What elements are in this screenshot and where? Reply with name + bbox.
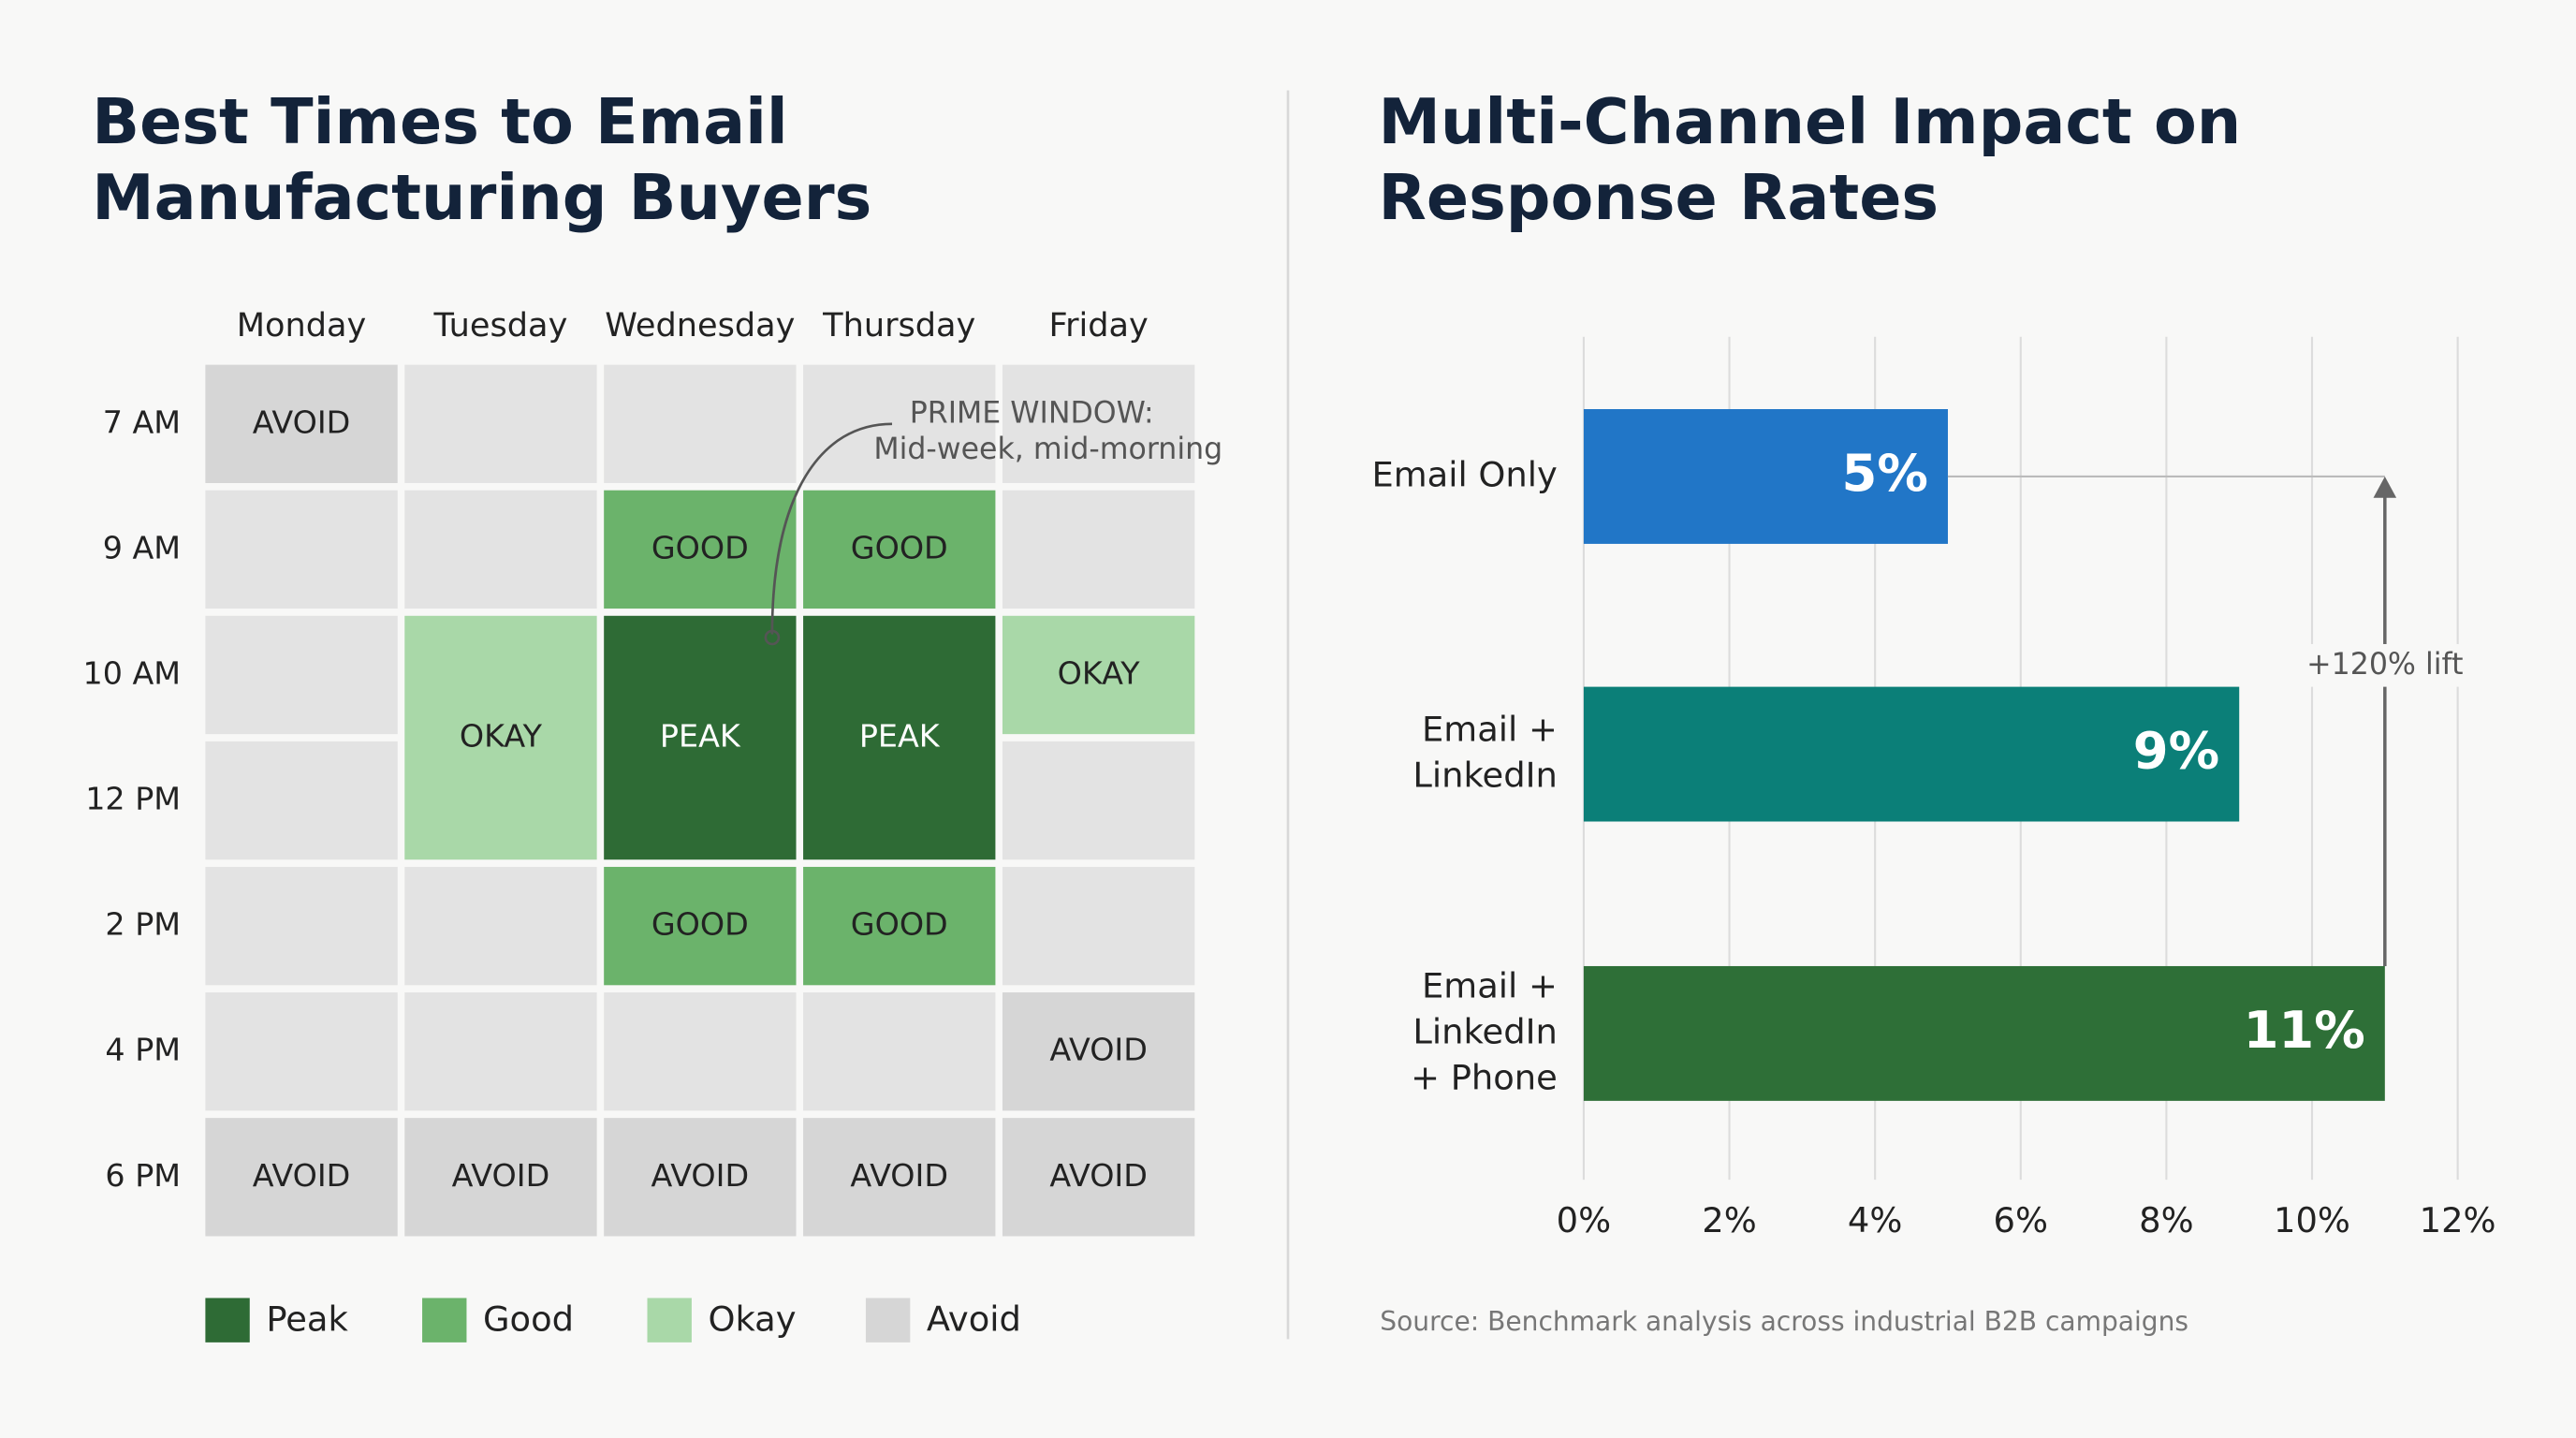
empty-cell	[803, 364, 996, 483]
cell-label: GOOD	[851, 906, 948, 943]
bar	[1583, 965, 2385, 1101]
empty-cell	[1002, 364, 1195, 483]
source: Source: Benchmark analysis across indust…	[1380, 1306, 2188, 1337]
heat-cell	[803, 490, 996, 609]
empty-cell	[1002, 866, 1195, 986]
heat-cell	[1002, 992, 1195, 1111]
x-tick-label: 2%	[1702, 1200, 1756, 1240]
cell-label: AVOID	[1049, 1032, 1148, 1068]
heat-cell	[205, 364, 398, 483]
heat-cell	[803, 1118, 996, 1237]
cell-label: AVOID	[651, 1157, 750, 1194]
value-label: 11%	[2244, 1001, 2365, 1060]
chart-title: Manufacturing Buyers	[92, 161, 871, 234]
cell-label: GOOD	[851, 529, 948, 565]
heat-cell	[803, 615, 996, 860]
row-label: 10 AM	[82, 654, 181, 691]
legend-label: Okay	[708, 1299, 796, 1340]
row-label: 2 PM	[105, 906, 181, 943]
annotation: Mid-week, mid-morning	[873, 433, 1222, 466]
cell-label: AVOID	[850, 1157, 948, 1194]
row-label: 7 AM	[103, 404, 181, 440]
column-label: Wednesday	[605, 306, 795, 345]
chart-title: Multi-Channel Impact on	[1379, 85, 2242, 158]
x-tick-label: 6%	[1994, 1200, 2048, 1240]
cell-label: AVOID	[253, 1157, 351, 1194]
annotation: PRIME WINDOW:	[910, 396, 1154, 430]
empty-cell	[205, 490, 398, 609]
empty-cell	[404, 364, 597, 483]
legend-swatch	[647, 1298, 692, 1343]
legend-label: Avoid	[927, 1299, 1021, 1340]
legend-label: Good	[483, 1299, 574, 1340]
column-label: Friday	[1048, 306, 1148, 345]
heat-cell	[404, 1118, 597, 1237]
empty-cell	[404, 490, 597, 609]
chart-title: Best Times to Email	[92, 85, 788, 158]
empty-cell	[205, 866, 398, 986]
x-tick-label: 10%	[2274, 1200, 2350, 1240]
cell-label: AVOID	[452, 1157, 550, 1194]
legend-swatch	[865, 1298, 911, 1343]
empty-cell	[205, 992, 398, 1111]
category-label: Email +	[1422, 709, 1558, 749]
heat-cell	[604, 1118, 797, 1237]
cell-label: GOOD	[651, 529, 749, 565]
annotation-arrowhead	[2373, 476, 2397, 498]
empty-cell	[404, 992, 597, 1111]
heat-cell	[1002, 615, 1195, 735]
heat-cell	[803, 866, 996, 986]
category-label: Email +	[1422, 965, 1558, 1005]
heat-cell	[604, 490, 797, 609]
cell-label: PEAK	[660, 718, 741, 755]
legend-swatch	[422, 1298, 467, 1343]
annotation-line	[770, 422, 893, 635]
heat-cell	[604, 615, 797, 860]
column-label: Tuesday	[433, 306, 568, 345]
cell-label: AVOID	[1049, 1157, 1148, 1194]
cell-label: OKAY	[1058, 654, 1141, 691]
empty-cell	[1002, 741, 1195, 860]
empty-cell	[404, 866, 597, 986]
category-label: + Phone	[1411, 1058, 1558, 1098]
category-label: LinkedIn	[1412, 1011, 1557, 1051]
x-tick-label: 12%	[2420, 1200, 2496, 1240]
cell-label: PEAK	[859, 718, 941, 755]
heat-cell	[1002, 1118, 1195, 1237]
x-tick-label: 4%	[1848, 1200, 1902, 1240]
annotation-dot	[764, 629, 781, 646]
empty-cell	[1002, 490, 1195, 609]
row-label: 9 AM	[103, 529, 181, 565]
cell-label: AVOID	[253, 404, 351, 440]
heat-cell	[404, 615, 597, 860]
bar	[1583, 686, 2240, 822]
legend-swatch	[205, 1298, 250, 1343]
category-label: Email Only	[1372, 454, 1558, 494]
heat-cell	[604, 866, 797, 986]
bar	[1583, 409, 1948, 544]
empty-cell	[604, 364, 797, 483]
value-label: 5%	[1842, 444, 1928, 503]
x-tick-label: 8%	[2139, 1200, 2193, 1240]
chart-title: Response Rates	[1379, 161, 1939, 234]
empty-cell	[205, 615, 398, 735]
empty-cell	[604, 992, 797, 1111]
annotation: +120% lift	[2306, 648, 2463, 682]
empty-cell	[803, 992, 996, 1111]
cell-label: OKAY	[460, 718, 543, 755]
x-tick-label: 0%	[1557, 1200, 1611, 1240]
row-label: 4 PM	[105, 1032, 181, 1068]
row-label: 12 PM	[85, 781, 181, 817]
column-label: Monday	[237, 306, 367, 345]
row-label: 6 PM	[105, 1157, 181, 1194]
empty-cell	[205, 741, 398, 860]
heat-cell	[205, 1118, 398, 1237]
annotation-bg	[2305, 643, 2465, 687]
value-label: 9%	[2133, 722, 2219, 781]
cell-label: GOOD	[651, 906, 749, 943]
category-label: LinkedIn	[1412, 756, 1557, 796]
legend-label: Peak	[266, 1299, 348, 1340]
column-label: Thursday	[822, 306, 975, 345]
